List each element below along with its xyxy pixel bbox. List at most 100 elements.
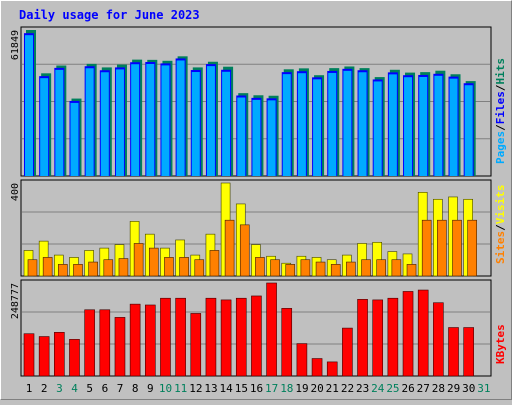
bar-sites: [255, 257, 265, 277]
bar-pages: [328, 72, 337, 176]
bar-pages: [161, 65, 170, 176]
bar-sites: [346, 261, 356, 277]
legend-entry: Hits: [494, 58, 507, 85]
bar-pages: [404, 77, 413, 176]
bar-sites: [88, 261, 98, 277]
bar-sites: [224, 219, 235, 277]
bar-pages: [206, 66, 215, 176]
bar-pages: [191, 72, 200, 176]
bar-sites: [406, 264, 417, 277]
bar-sites: [58, 264, 68, 277]
x-tick-label: 14: [220, 382, 234, 395]
bar-pages: [131, 64, 140, 176]
bar-kbytes: [417, 289, 429, 377]
bar-pages: [176, 60, 185, 177]
bar-kbytes: [84, 309, 95, 377]
bar-pages: [115, 69, 124, 176]
x-tick-label: 20: [311, 382, 324, 395]
bar-pages: [100, 72, 109, 176]
bar-sites: [133, 243, 144, 277]
panel-legend: Pages/Files/Hits: [494, 58, 507, 164]
bar-kbytes: [311, 358, 323, 377]
bar-kbytes: [129, 303, 141, 377]
bar-pages: [237, 97, 246, 176]
panel-kbytes: 248777 KBytes: [10, 279, 507, 377]
bar-kbytes: [160, 297, 171, 377]
y-max-label: 248777: [10, 283, 21, 319]
bar-kbytes: [387, 297, 399, 377]
bar-sites: [361, 259, 371, 277]
bar-sites: [164, 257, 174, 277]
bar-kbytes: [205, 297, 217, 377]
bar-pages: [449, 78, 458, 176]
bar-pages: [70, 102, 79, 176]
bar-sites: [452, 219, 462, 277]
bar-sites: [285, 264, 296, 277]
bar-pages: [55, 69, 64, 176]
bar-sites: [467, 219, 477, 277]
y-max-label: 400: [10, 183, 21, 201]
bars-visits-sites: [23, 182, 477, 277]
bar-pages: [434, 75, 443, 176]
x-tick-label: 27: [417, 382, 430, 395]
x-tick-label: 30: [462, 382, 475, 395]
bar-pages: [388, 74, 397, 176]
bar-pages: [222, 71, 231, 176]
bar-pages: [85, 68, 94, 176]
chart-title: Daily usage for June 2023: [19, 8, 200, 22]
bar-sites: [376, 259, 387, 277]
bar-kbytes: [114, 317, 126, 377]
x-tick-label: 19: [295, 382, 308, 395]
bar-pages: [358, 72, 367, 176]
bar-kbytes: [23, 333, 35, 377]
x-tick-label: 15: [235, 382, 248, 395]
bar-pages: [313, 79, 322, 176]
x-tick-label: 9: [147, 382, 154, 395]
bar-sites: [179, 257, 189, 277]
bar-kbytes: [38, 336, 50, 377]
bar-sites: [209, 250, 220, 277]
bar-kbytes: [69, 339, 80, 377]
x-tick-label: 17: [265, 382, 278, 395]
x-tick-label: 23: [356, 382, 369, 395]
x-tick-label: 25: [386, 382, 399, 395]
bar-kbytes: [220, 299, 232, 377]
bar-kbytes: [144, 304, 156, 377]
bar-sites: [437, 219, 447, 277]
x-tick-label: 10: [159, 382, 172, 395]
x-tick-label: 3: [56, 382, 63, 395]
bar-kbytes: [251, 295, 262, 377]
x-tick-label: 13: [204, 382, 217, 395]
bar-pages: [419, 76, 428, 176]
bar-sites: [42, 257, 53, 277]
bar-sites: [194, 259, 205, 277]
bar-sites: [391, 259, 402, 277]
bar-sites: [300, 259, 311, 277]
x-tick-label: 4: [71, 382, 78, 395]
bar-kbytes: [372, 299, 384, 377]
bar-kbytes: [448, 327, 459, 377]
bar-kbytes: [190, 313, 202, 377]
x-tick-label: 29: [447, 382, 460, 395]
x-tick-label: 22: [341, 382, 354, 395]
x-tick-label: 26: [401, 382, 414, 395]
bar-kbytes: [235, 297, 247, 377]
bar-sites: [421, 219, 432, 277]
x-tick-label: 1: [26, 382, 33, 395]
x-tick-label: 6: [102, 382, 109, 395]
bar-kbytes: [433, 302, 444, 377]
bar-kbytes: [402, 291, 414, 377]
x-tick-label: 11: [174, 382, 187, 395]
bars-hits-files-pages: [24, 30, 476, 177]
bar-pages: [282, 74, 291, 176]
bar-pages: [297, 73, 306, 176]
x-tick-label: 18: [280, 382, 293, 395]
x-tick-label: 12: [189, 382, 202, 395]
bar-sites: [148, 247, 159, 277]
bars-kbytes: [23, 282, 474, 377]
bar-kbytes: [342, 327, 353, 377]
bar-sites: [118, 258, 129, 277]
bar-kbytes: [463, 327, 474, 377]
